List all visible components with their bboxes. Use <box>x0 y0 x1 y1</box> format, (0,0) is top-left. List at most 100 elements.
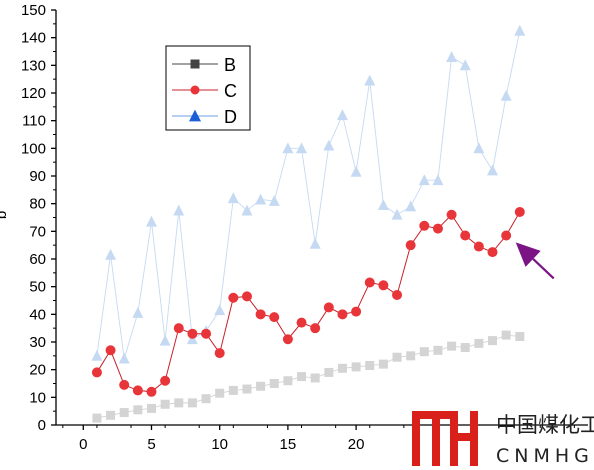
series-C-point <box>364 277 375 288</box>
series-B-point <box>174 398 184 408</box>
series-C-point <box>460 230 471 241</box>
cnmhg-logo <box>412 411 478 466</box>
x-tick-label: 15 <box>280 436 297 453</box>
y-tick-label: 50 <box>29 279 46 296</box>
series-D-point <box>391 208 403 220</box>
series-C-point <box>323 302 334 313</box>
series-B-point <box>378 359 388 369</box>
series-B-point <box>365 361 375 371</box>
series-B-point <box>297 372 307 382</box>
axes: 0 10 20 30 40 50 60 70 80 90 100 110 120 130 140 150 0 5 1… <box>21 2 588 453</box>
logo-bar <box>412 411 440 419</box>
series-D-point <box>473 142 485 154</box>
series-B-point <box>269 379 279 388</box>
series-C-point <box>187 328 198 339</box>
series-D-point <box>336 109 348 121</box>
x-tick-label: 5 <box>147 436 155 453</box>
series-B-point <box>106 410 116 420</box>
legend-marker <box>189 109 201 122</box>
series-C <box>91 206 525 397</box>
series-C-point <box>446 209 457 220</box>
series-B-point <box>392 352 402 362</box>
series-C-point <box>337 309 348 320</box>
series-D-point <box>159 334 171 346</box>
series-C-point <box>228 292 239 303</box>
series-C-point <box>173 323 184 334</box>
series-D-point <box>268 194 280 206</box>
series-C-point <box>419 220 430 231</box>
series-C-point <box>392 289 403 300</box>
series-D-point <box>186 333 198 345</box>
legend-marker <box>190 59 200 69</box>
series-B-point <box>488 336 498 346</box>
legend-box <box>165 45 251 131</box>
y-axis-title: b <box>0 211 10 219</box>
arrow-head <box>515 242 541 267</box>
y-tick-label: 110 <box>22 113 46 130</box>
series-D-point <box>446 51 458 62</box>
y-tick-label: 120 <box>21 85 46 102</box>
series-B-point <box>310 373 320 383</box>
logo-bar <box>450 433 478 441</box>
series-B-point <box>406 351 416 361</box>
y-tick-label: 80 <box>29 196 46 213</box>
series-C-point <box>282 334 293 345</box>
series-C-point <box>405 240 416 251</box>
series-C-point <box>501 230 512 241</box>
series-B-point <box>119 408 129 418</box>
series-D-point <box>118 352 130 364</box>
series-C-point <box>351 306 362 317</box>
series-C-point <box>201 328 212 339</box>
series-D-point <box>227 192 239 204</box>
series-C-point <box>119 379 130 390</box>
series-D-point <box>418 174 430 186</box>
series-D-point <box>105 248 117 260</box>
arrow-shaft <box>532 258 555 280</box>
series-D-point <box>91 349 103 361</box>
series-C-point <box>241 291 252 302</box>
series-D-point <box>145 215 157 227</box>
series-B-point <box>515 331 525 341</box>
annotation-arrow <box>515 242 555 280</box>
series-D-point <box>173 204 185 216</box>
series-D-point <box>487 164 499 176</box>
series-D-point <box>309 237 321 249</box>
series-B-point <box>201 394 211 404</box>
series-D-point <box>459 59 471 71</box>
y-tick-label: 100 <box>21 140 46 157</box>
legend-label: B <box>224 55 236 75</box>
y-tick-label: 130 <box>21 57 46 74</box>
series-B-point <box>160 399 170 409</box>
legend-label: C <box>224 81 237 101</box>
series-C-point <box>146 386 157 397</box>
y-tick-label: 20 <box>29 362 46 379</box>
y-tick-label: 140 <box>21 30 46 47</box>
series-B-point <box>501 330 511 340</box>
watermark: 中国煤化工 CNMHG <box>412 411 594 467</box>
series-B-point <box>283 376 293 386</box>
annotation-layer <box>515 242 555 280</box>
series-B-point <box>92 413 102 423</box>
series-D-point <box>405 200 417 212</box>
series-B-point <box>460 343 470 353</box>
series-C-point <box>310 323 321 334</box>
y-tick-label: 0 <box>38 417 46 434</box>
y-tick-label: 150 <box>21 2 46 19</box>
series-C-point <box>487 247 498 258</box>
series-B-point <box>215 388 225 398</box>
series-C-point <box>105 345 116 356</box>
series-D <box>91 24 526 364</box>
series-B-point <box>433 345 443 355</box>
series-C-point <box>214 348 225 359</box>
series-B-point <box>228 385 238 395</box>
series-C-point <box>91 367 102 378</box>
series-C-point <box>432 223 443 234</box>
series-C-point <box>132 385 143 396</box>
y-tick-label: 90 <box>29 168 46 185</box>
series-C-point <box>514 206 525 217</box>
series-D-point <box>255 193 267 205</box>
series-B-point <box>133 405 143 415</box>
legend-item-C: C <box>172 81 237 101</box>
series-C-point <box>378 280 389 291</box>
